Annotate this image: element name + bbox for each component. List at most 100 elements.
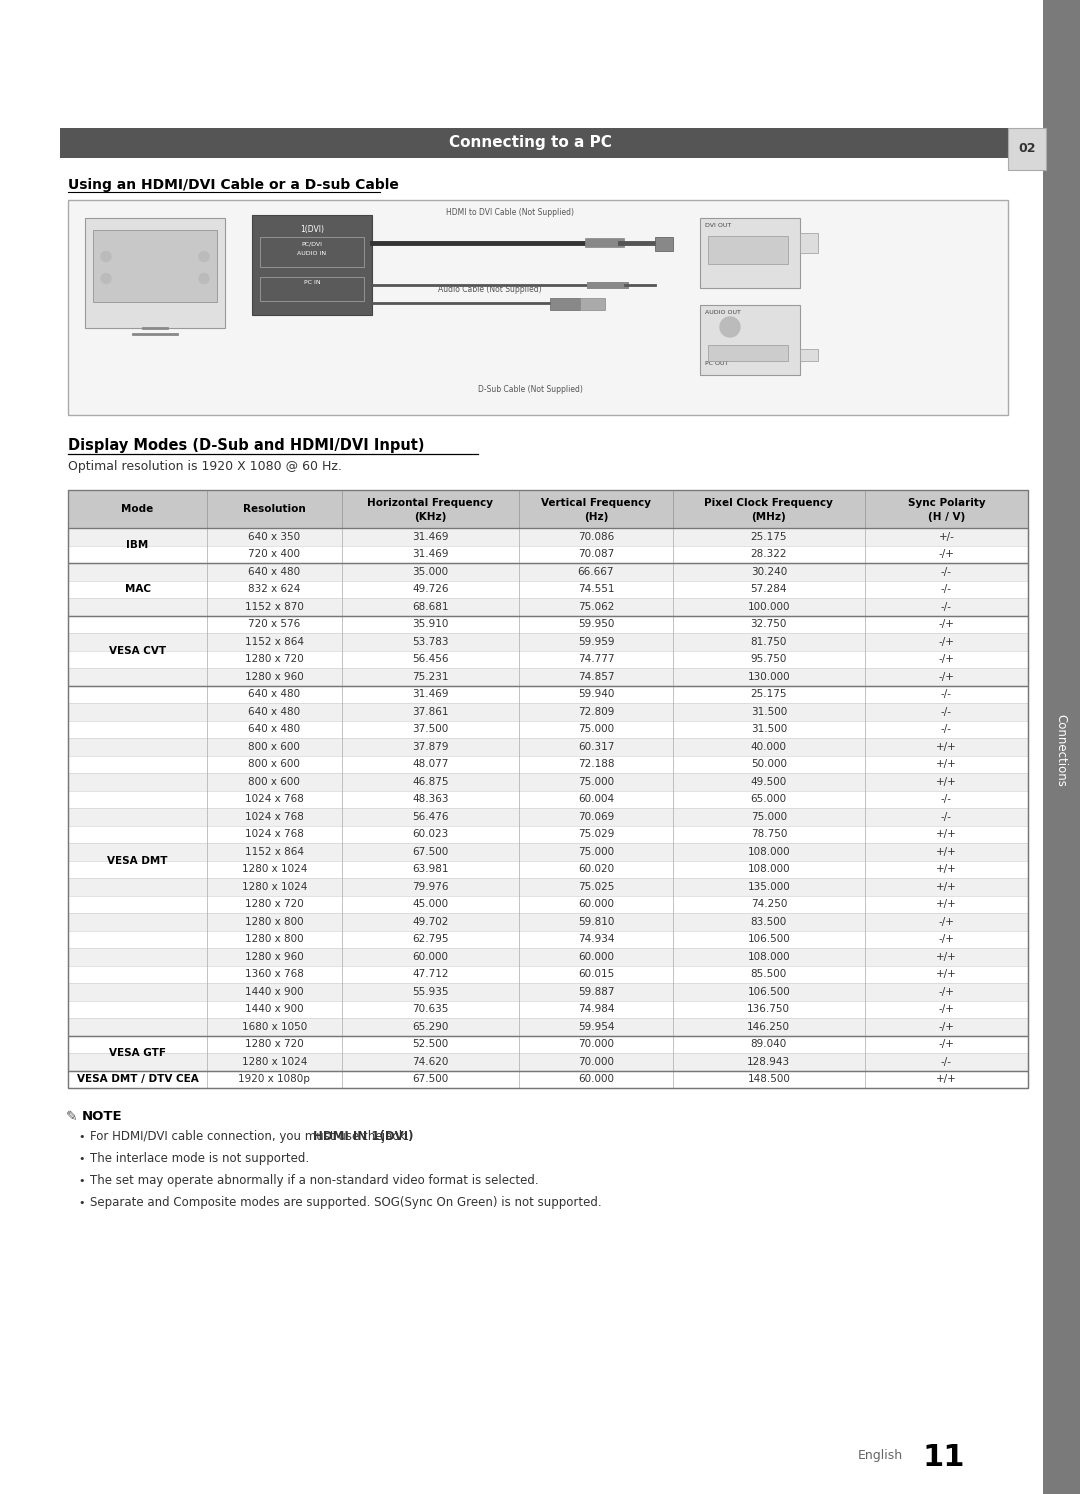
Text: 35.000: 35.000 xyxy=(413,566,448,577)
Bar xyxy=(68,490,1028,1088)
Text: 1280 x 960: 1280 x 960 xyxy=(245,672,303,681)
Text: 75.000: 75.000 xyxy=(578,725,615,734)
Text: -/+: -/+ xyxy=(939,1004,955,1014)
Text: -/+: -/+ xyxy=(939,636,955,647)
Text: 11: 11 xyxy=(922,1443,964,1473)
Text: +/+: +/+ xyxy=(936,970,957,979)
Text: 83.500: 83.500 xyxy=(751,917,787,926)
Text: +/+: +/+ xyxy=(936,881,957,892)
Bar xyxy=(654,238,673,251)
Bar xyxy=(68,686,1028,704)
Bar xyxy=(68,1035,1028,1071)
Text: 74.857: 74.857 xyxy=(578,672,615,681)
Text: 37.861: 37.861 xyxy=(413,707,448,717)
Text: -/-: -/- xyxy=(941,584,951,595)
Text: -/+: -/+ xyxy=(939,986,955,996)
Text: 37.879: 37.879 xyxy=(413,741,448,751)
Text: 70.069: 70.069 xyxy=(578,811,615,822)
Text: 1152 x 870: 1152 x 870 xyxy=(245,602,303,611)
Bar xyxy=(700,305,800,375)
Text: 70.086: 70.086 xyxy=(578,532,615,542)
Bar xyxy=(800,233,818,252)
Text: 59.950: 59.950 xyxy=(578,619,615,629)
Text: 1440 x 900: 1440 x 900 xyxy=(245,1004,303,1014)
Text: 49.726: 49.726 xyxy=(413,584,448,595)
Text: Display Modes (D-Sub and HDMI/DVI Input): Display Modes (D-Sub and HDMI/DVI Input) xyxy=(68,438,424,453)
Text: Pixel Clock Frequency: Pixel Clock Frequency xyxy=(704,498,834,508)
Text: 108.000: 108.000 xyxy=(747,864,791,874)
Text: 1920 x 1080p: 1920 x 1080p xyxy=(239,1074,310,1085)
Bar xyxy=(260,276,364,300)
Text: 70.087: 70.087 xyxy=(578,550,615,559)
Text: VESA CVT: VESA CVT xyxy=(109,645,166,656)
Text: 800 x 600: 800 x 600 xyxy=(248,741,300,751)
Bar xyxy=(68,983,1028,1001)
Text: 70.000: 70.000 xyxy=(578,1040,615,1049)
Text: VESA DMT / DTV CEA: VESA DMT / DTV CEA xyxy=(77,1074,199,1085)
Text: Using an HDMI/DVI Cable or a D-sub Cable: Using an HDMI/DVI Cable or a D-sub Cable xyxy=(68,178,399,193)
Text: 130.000: 130.000 xyxy=(747,672,791,681)
Bar xyxy=(68,826,1028,843)
Text: AUDIO IN: AUDIO IN xyxy=(297,251,326,255)
Text: 640 x 350: 640 x 350 xyxy=(248,532,300,542)
Bar xyxy=(68,490,1028,527)
Bar xyxy=(68,581,1028,598)
Circle shape xyxy=(102,251,111,261)
Text: NOTE: NOTE xyxy=(82,1110,123,1123)
Bar xyxy=(68,668,1028,686)
Text: 75.029: 75.029 xyxy=(578,829,615,840)
Text: 800 x 600: 800 x 600 xyxy=(248,777,300,787)
Bar xyxy=(68,1071,1028,1088)
Text: 832 x 624: 832 x 624 xyxy=(248,584,300,595)
Text: 66.667: 66.667 xyxy=(578,566,615,577)
Text: -/+: -/+ xyxy=(939,917,955,926)
Text: +/+: +/+ xyxy=(936,864,957,874)
Text: 55.935: 55.935 xyxy=(413,986,448,996)
Bar xyxy=(252,215,372,315)
Text: 75.062: 75.062 xyxy=(578,602,615,611)
Text: 60.004: 60.004 xyxy=(578,795,615,804)
Bar xyxy=(68,650,1028,668)
Text: VESA DMT: VESA DMT xyxy=(107,856,167,865)
Bar xyxy=(93,230,217,302)
Text: Mode: Mode xyxy=(121,503,153,514)
Text: 108.000: 108.000 xyxy=(747,847,791,856)
Bar xyxy=(68,1071,1028,1088)
Bar xyxy=(68,949,1028,965)
Bar xyxy=(68,965,1028,983)
Text: 1440 x 900: 1440 x 900 xyxy=(245,986,303,996)
Text: 60.020: 60.020 xyxy=(578,864,615,874)
Text: 30.240: 30.240 xyxy=(751,566,787,577)
Text: 74.984: 74.984 xyxy=(578,1004,615,1014)
Bar xyxy=(68,756,1028,772)
Text: •: • xyxy=(78,1176,84,1186)
Text: 40.000: 40.000 xyxy=(751,741,787,751)
Text: 78.750: 78.750 xyxy=(751,829,787,840)
Text: 800 x 600: 800 x 600 xyxy=(248,759,300,769)
Bar xyxy=(68,200,1008,415)
Text: +/+: +/+ xyxy=(936,952,957,962)
Bar xyxy=(68,563,1028,581)
Text: 1680 x 1050: 1680 x 1050 xyxy=(242,1022,307,1032)
Bar xyxy=(550,297,580,309)
Text: 31.469: 31.469 xyxy=(413,532,448,542)
Text: 640 x 480: 640 x 480 xyxy=(248,707,300,717)
Text: (MHz): (MHz) xyxy=(752,512,786,521)
Text: Horizontal Frequency: Horizontal Frequency xyxy=(367,498,494,508)
Text: 60.023: 60.023 xyxy=(413,829,448,840)
Text: 32.750: 32.750 xyxy=(751,619,787,629)
Text: (KHz): (KHz) xyxy=(415,512,447,521)
Text: 48.363: 48.363 xyxy=(413,795,448,804)
Text: 1024 x 768: 1024 x 768 xyxy=(245,811,303,822)
Bar xyxy=(260,238,364,267)
Text: PC IN: PC IN xyxy=(303,279,321,285)
Text: 74.777: 74.777 xyxy=(578,654,615,665)
Text: 1024 x 768: 1024 x 768 xyxy=(245,829,303,840)
Text: English: English xyxy=(858,1449,903,1461)
Text: -/+: -/+ xyxy=(939,654,955,665)
Text: 85.500: 85.500 xyxy=(751,970,787,979)
Text: Separate and Composite modes are supported. SOG(Sync On Green) is not supported.: Separate and Composite modes are support… xyxy=(90,1197,602,1209)
Text: 74.551: 74.551 xyxy=(578,584,615,595)
Text: 59.954: 59.954 xyxy=(578,1022,615,1032)
Text: 640 x 480: 640 x 480 xyxy=(248,689,300,699)
